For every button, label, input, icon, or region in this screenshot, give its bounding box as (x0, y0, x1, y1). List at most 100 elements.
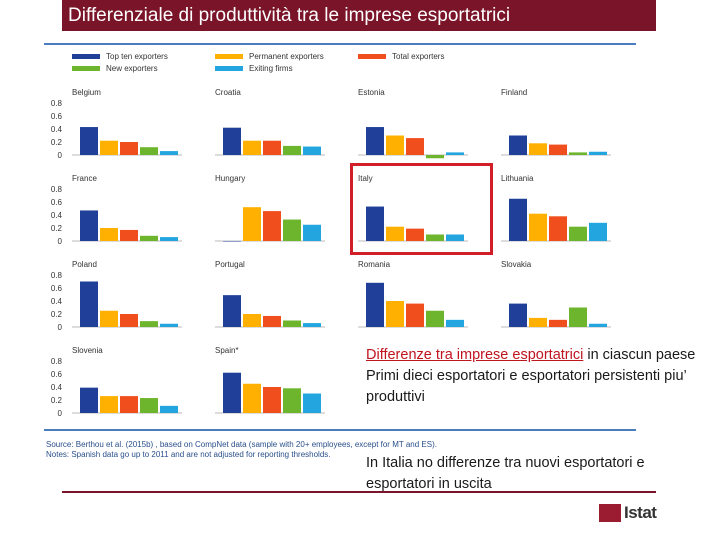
bar (509, 303, 527, 327)
bar (140, 321, 158, 327)
legend-label: New exporters (106, 64, 158, 73)
bar (243, 314, 261, 327)
y-tick-label: 0 (58, 323, 63, 332)
panel-title: Portugal (215, 260, 245, 269)
panel-chart (215, 372, 325, 414)
legend-label: Exiting firms (249, 64, 293, 73)
panel-chart (215, 127, 325, 156)
bar (80, 210, 98, 241)
bar (223, 295, 241, 327)
legend-item: Top ten exporters (72, 51, 168, 62)
bar (283, 145, 301, 155)
bar (406, 303, 424, 327)
y-tick-label: 0.8 (51, 271, 63, 280)
bar (100, 140, 118, 155)
bar (140, 398, 158, 413)
bar (529, 143, 547, 155)
bar (446, 152, 464, 155)
bar (529, 317, 547, 327)
bar (120, 229, 138, 241)
legend-label: Permanent exporters (249, 52, 324, 61)
bar (569, 152, 587, 155)
bar (569, 307, 587, 327)
panel-title: Croatia (215, 88, 241, 97)
note-line-3: In Italia no differenze tra nuovi esport… (366, 455, 645, 492)
bar (120, 396, 138, 413)
bar (406, 228, 424, 241)
figure-bottom-rule (44, 429, 636, 431)
bar (263, 211, 281, 241)
panel-chart (501, 198, 611, 242)
y-tick-label: 0.4 (51, 297, 63, 306)
bar (406, 138, 424, 155)
bar (100, 396, 118, 413)
panel-title: Spain* (215, 346, 239, 355)
bar (160, 323, 178, 327)
panel-title: France (72, 174, 97, 183)
bar (386, 226, 404, 241)
bar (80, 281, 98, 327)
legend-swatch (72, 54, 100, 59)
bar (140, 235, 158, 241)
panel-title: Lithuania (501, 174, 534, 183)
bar (549, 319, 567, 327)
y-tick-label: 0.8 (51, 99, 63, 108)
bar (120, 142, 138, 155)
panel-chart (215, 207, 325, 242)
bar (100, 228, 118, 241)
bar (160, 151, 178, 155)
bottom-rule (62, 491, 656, 493)
y-tick-label: 0.4 (51, 383, 63, 392)
bar (589, 323, 607, 327)
bar (263, 315, 281, 327)
legend-swatch (358, 54, 386, 59)
bar (243, 207, 261, 241)
legend-item: Exiting firms (215, 63, 293, 74)
figure-top-rule (44, 43, 636, 45)
panel-title: Hungary (215, 174, 246, 183)
panel-title: Romania (358, 260, 391, 269)
y-tick-label: 0.6 (51, 112, 63, 121)
slide-title: Differenziale di produttività tra le imp… (62, 0, 656, 31)
bar (283, 219, 301, 241)
bar (549, 144, 567, 155)
panel-chart (358, 127, 468, 159)
panel-title: Finland (501, 88, 528, 97)
bar (529, 213, 547, 241)
panel-title: Poland (72, 260, 97, 269)
y-tick-label: 0 (58, 237, 63, 246)
panel-title: Belgium (72, 88, 101, 97)
y-tick-label: 0.2 (51, 396, 63, 405)
bar (283, 320, 301, 327)
slide-notes: Differenze tra imprese esportatrici in c… (366, 345, 696, 408)
y-tick-label: 0.8 (51, 357, 63, 366)
y-tick-label: 0.6 (51, 198, 63, 207)
panel-title: Estonia (358, 88, 385, 97)
y-tick-label: 0.6 (51, 370, 63, 379)
legend-swatch (72, 66, 100, 71)
bar (589, 151, 607, 155)
bar (549, 216, 567, 241)
bar (223, 241, 241, 242)
y-tick-label: 0 (58, 409, 63, 418)
bar (509, 198, 527, 241)
y-tick-label: 0.2 (51, 310, 63, 319)
bar (100, 310, 118, 327)
panel-chart (358, 206, 468, 242)
bar (80, 127, 98, 155)
note-heading-suffix: in ciascun paese (583, 347, 696, 363)
bar (569, 226, 587, 241)
bar (303, 323, 321, 327)
bar (140, 147, 158, 155)
panel-title: Italy (358, 174, 373, 183)
y-tick-label: 0.6 (51, 284, 63, 293)
y-tick-label: 0.2 (51, 224, 63, 233)
panel-chart: 0.8 0.6 0.4 0.2 0 (51, 271, 182, 332)
chart-source: Source: Berthou et al. (2015b) , based o… (46, 440, 437, 449)
bar (223, 372, 241, 413)
bar (243, 383, 261, 413)
legend-label: Top ten exporters (106, 52, 168, 61)
bar (509, 135, 527, 155)
bar (303, 393, 321, 413)
panel-chart (501, 135, 611, 156)
